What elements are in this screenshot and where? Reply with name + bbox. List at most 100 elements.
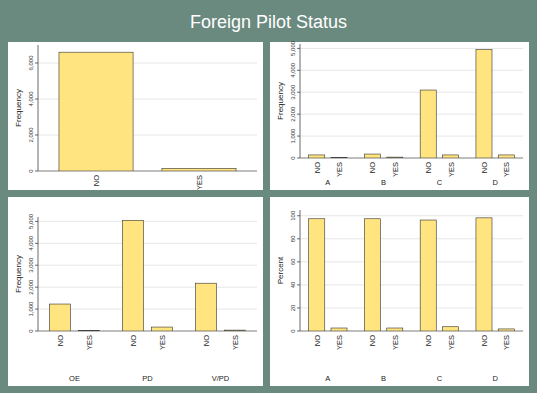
bar	[476, 49, 492, 158]
labels: NOYESANOYESBNOYESCNOYESD	[313, 335, 512, 383]
bar	[364, 219, 380, 331]
bar	[162, 168, 236, 171]
category-label: YES	[447, 335, 456, 350]
tick-label: 2,000	[290, 106, 296, 122]
tick-label: 4,000	[28, 91, 34, 107]
tick-label: 0	[290, 156, 296, 160]
category-label: YES	[391, 335, 400, 350]
bar	[59, 52, 133, 171]
bar	[309, 219, 325, 331]
category-label: NO	[368, 335, 377, 346]
bar	[442, 155, 458, 158]
category-label: YES	[335, 335, 344, 350]
bars	[49, 220, 245, 331]
bar	[49, 304, 70, 331]
bar	[498, 155, 514, 158]
tick-mark	[35, 287, 38, 288]
tick-label: 6,000	[28, 55, 34, 71]
tick-mark	[35, 243, 38, 244]
category-label: NO	[480, 162, 489, 173]
tick-mark	[35, 99, 38, 100]
group-label: B	[381, 374, 386, 383]
tick-label: 2,000	[28, 279, 34, 295]
panel: 020406080100PercentNOYESANOYESBNOYESCNOY…	[270, 197, 529, 386]
panel-background	[270, 197, 529, 386]
tick-mark	[297, 92, 300, 93]
group-label: C	[437, 178, 443, 187]
tick-mark	[35, 265, 38, 266]
tick-mark	[35, 135, 38, 136]
tick-label: 5,000	[28, 213, 34, 229]
grid-line	[38, 331, 257, 332]
tick-label: 0	[28, 169, 34, 173]
tick-label: 1,000	[28, 301, 34, 317]
bar	[122, 220, 143, 331]
tick-mark	[35, 309, 38, 310]
panel: 01,0002,0003,0004,0005,000FrequencyNOYES…	[8, 197, 263, 386]
bar	[498, 329, 514, 331]
tick-mark	[297, 238, 300, 239]
tick-label: 1,000	[290, 128, 296, 144]
category-label: NO	[313, 335, 322, 346]
category-label: YES	[231, 335, 240, 350]
bar	[420, 220, 436, 331]
group-label: A	[325, 374, 330, 383]
grid-line	[300, 48, 523, 49]
tick-mark	[297, 261, 300, 262]
category-label: NO	[424, 335, 433, 346]
grid-line	[38, 221, 257, 222]
category-label: NO	[313, 162, 322, 173]
category-label: NO	[202, 335, 211, 346]
panel-background	[270, 42, 529, 190]
tick-label: 60	[290, 258, 296, 265]
tick-label: 40	[290, 281, 296, 288]
background	[0, 0, 537, 393]
category-label: NO	[56, 335, 65, 346]
category-label: YES	[502, 162, 511, 177]
group-label: A	[325, 178, 330, 187]
category-label: YES	[195, 175, 204, 190]
y-axis	[38, 45, 39, 171]
panel-background	[8, 197, 263, 386]
tick-mark	[297, 307, 300, 308]
category-label: YES	[85, 335, 94, 350]
bar	[331, 157, 347, 158]
group-label: C	[437, 374, 443, 383]
bar	[476, 218, 492, 331]
bar	[364, 154, 380, 158]
category-label: YES	[447, 162, 456, 177]
tick-mark	[297, 136, 300, 137]
category-label: NO	[92, 175, 101, 186]
figure-title: Foreign Pilot Status	[190, 12, 347, 32]
labels: NO YES	[92, 175, 204, 190]
grid-line	[38, 287, 257, 288]
grid-line	[38, 265, 257, 266]
bar	[152, 327, 173, 331]
x-axis	[38, 331, 257, 332]
tick-mark	[297, 215, 300, 216]
tick-mark	[297, 284, 300, 285]
tick-label: 20	[290, 304, 296, 311]
labels: NOYESANOYESBNOYESCNOYESD	[313, 162, 512, 187]
bars	[59, 52, 236, 171]
grid-line	[38, 243, 257, 244]
category-label: YES	[502, 335, 511, 350]
category-label: NO	[129, 335, 138, 346]
tick-label: 100	[290, 210, 296, 221]
tick-mark	[297, 48, 300, 49]
category-label: NO	[368, 162, 377, 173]
tick-mark	[297, 158, 300, 159]
tick-label: 3,000	[290, 84, 296, 100]
bar	[225, 330, 246, 331]
group-label: B	[381, 178, 386, 187]
group-label: D	[492, 178, 498, 187]
bars	[309, 218, 515, 331]
figure: Foreign Pilot Status 0 2,000 4,000 6,000 Freq…	[0, 0, 537, 393]
y-axis-title: Frequency	[276, 82, 285, 120]
tick-label: 3,000	[28, 257, 34, 273]
tick-mark	[35, 63, 38, 64]
panel: 02,0004,0006,000FrequencyNOYES	[8, 42, 263, 190]
tick-label: 0	[28, 329, 34, 333]
y-axis	[38, 217, 39, 331]
category-label: YES	[335, 162, 344, 177]
